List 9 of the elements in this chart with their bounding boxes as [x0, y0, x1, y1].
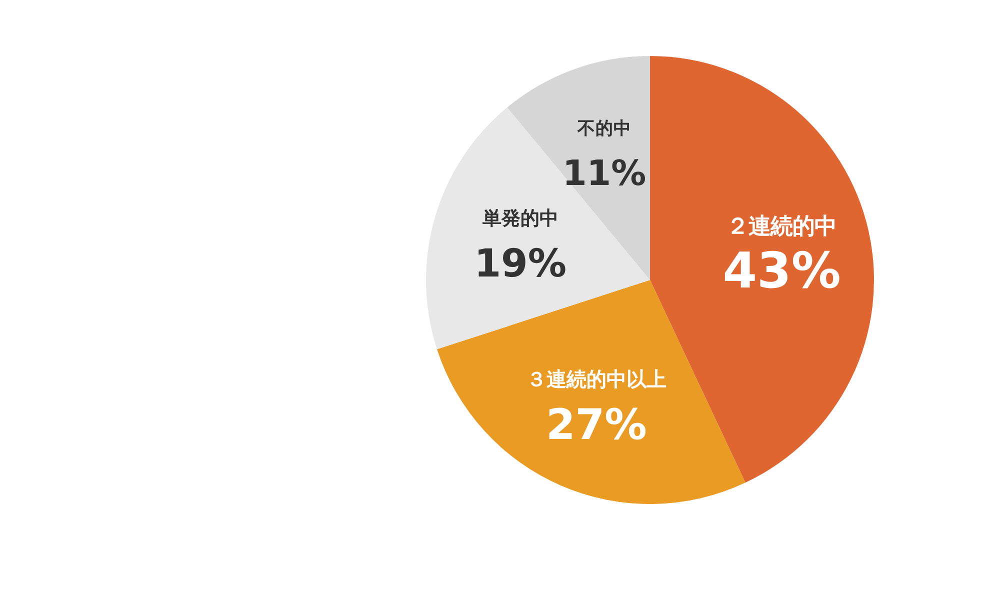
slice-label: ３連続的中以上 [526, 366, 666, 391]
slice-label: 不的中 [576, 118, 632, 139]
data-label: 27% [546, 400, 647, 449]
data-label: 19% [474, 241, 566, 286]
slice-label: 単発的中 [481, 207, 558, 230]
pie-slice [426, 107, 650, 350]
data-label: 43% [722, 242, 841, 300]
slice-label: ２連続的中 [726, 214, 837, 240]
data-label: 11% [562, 154, 646, 194]
